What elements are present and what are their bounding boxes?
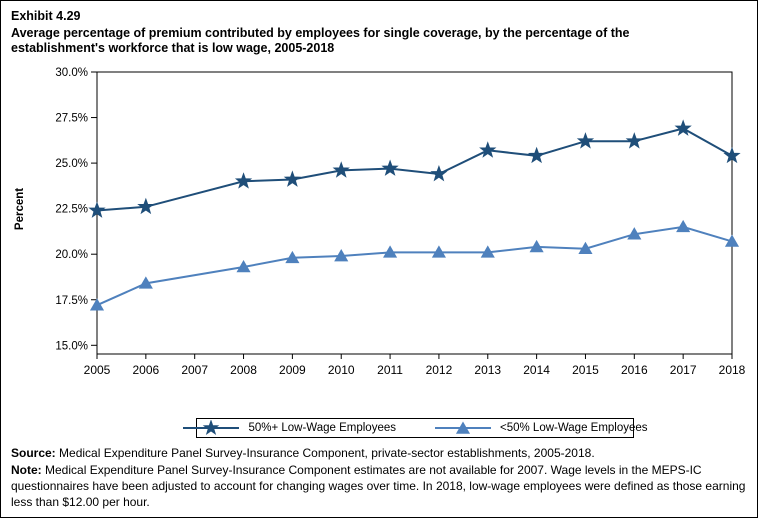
plot-border (96, 71, 733, 355)
legend-sample-svg (435, 421, 491, 434)
x-tick-label: 2015 (572, 363, 599, 377)
triangle-marker (724, 234, 740, 247)
legend-entry-50plus: 50%+ Low-Wage Employees (182, 419, 396, 436)
x-tick-label: 2006 (132, 363, 159, 377)
x-tick-label: 2013 (474, 363, 501, 377)
series-50plus (88, 119, 741, 218)
triangle-marker (480, 245, 495, 258)
note-line: Note: Medical Expenditure Panel Survey-I… (11, 462, 751, 510)
x-tick-label: 2014 (523, 363, 550, 377)
star-marker (479, 141, 497, 158)
triangle-marker (89, 298, 105, 311)
star-marker (723, 146, 741, 164)
y-tick-label: 30.0% (55, 67, 88, 79)
x-tick-label: 2005 (84, 363, 111, 377)
chart-title-block: Exhibit 4.29 Average percentage of premi… (11, 9, 706, 56)
star-marker (234, 172, 253, 189)
y-axis: 30.0% 27.5% 25.0% 22.5% 20.0% 17.5% 15.0% (55, 67, 97, 352)
star-marker (381, 159, 399, 176)
star-marker (625, 132, 643, 149)
star-marker (137, 197, 155, 215)
exhibit-label: Exhibit 4.29 (11, 9, 81, 23)
source-line: Source: Medical Expenditure Panel Survey… (11, 445, 751, 461)
legend-entry-less50: <50% Low-Wage Employees (434, 420, 648, 436)
chart-title: Average percentage of premium contribute… (11, 26, 630, 55)
star-marker (576, 132, 595, 149)
x-tick-label: 2010 (328, 363, 355, 377)
y-tick-label: 22.5% (55, 204, 88, 216)
x-tick-label: 2018 (719, 363, 746, 377)
legend: 50%+ Low-Wage Employees <50% Low-Wage Em… (183, 418, 648, 438)
triangle-marker (334, 249, 349, 262)
triangle-marker (578, 241, 593, 255)
note-text: Medical Expenditure Panel Survey-Insuran… (11, 463, 746, 509)
x-tick-label: 2007 (181, 363, 208, 377)
y-axis-title: Percent (14, 188, 26, 230)
star-marker (283, 170, 302, 187)
triangle-marker (627, 227, 642, 240)
star-marker (527, 146, 546, 164)
legend-label-less50: <50% Low-Wage Employees (500, 422, 648, 434)
x-tick-label: 2008 (230, 363, 257, 377)
x-tick-label: 2016 (621, 363, 648, 377)
star-marker (674, 119, 692, 136)
star-marker (203, 419, 220, 436)
star-marker (430, 164, 448, 182)
x-tick-label: 2012 (426, 363, 453, 377)
x-axis: 2005 2006 2007 2008 2009 2010 2011 2012 2013 2014… (84, 354, 746, 377)
triangle-marker (676, 219, 691, 233)
y-tick-label: 27.5% (55, 113, 88, 125)
star-marker (332, 161, 350, 178)
triangle-marker (138, 276, 153, 289)
y-tick-label: 17.5% (55, 295, 88, 307)
chart-canvas: 30.0% 27.5% 25.0% 22.5% 20.0% 17.5% 15.0% Perce… (14, 67, 746, 377)
y-tick-label: 15.0% (55, 340, 88, 352)
legend-sample-svg (183, 419, 240, 436)
triangle-marker (529, 239, 544, 253)
triangle-marker (236, 259, 251, 273)
x-tick-label: 2017 (670, 363, 697, 377)
source-label: Source: (11, 446, 56, 460)
star-line-legend-icon (182, 419, 240, 436)
triangle-marker (285, 250, 300, 264)
y-tick-label: 20.0% (55, 249, 88, 261)
legend-label-50plus: 50%+ Low-Wage Employees (248, 422, 396, 434)
note-label: Note: (11, 463, 42, 477)
series-less50 (89, 219, 740, 311)
source-text: Medical Expenditure Panel Survey-Insuran… (59, 446, 595, 460)
triangle-marker (455, 421, 471, 434)
star-marker (88, 201, 106, 218)
footer: Source: Medical Expenditure Panel Survey… (11, 445, 751, 511)
y-tick-label: 25.0% (55, 158, 88, 170)
x-tick-label: 2011 (377, 363, 403, 377)
triangle-line-legend-icon (434, 420, 492, 436)
x-tick-label: 2009 (279, 363, 306, 377)
triangle-marker (383, 245, 398, 258)
triangle-marker (431, 245, 446, 258)
